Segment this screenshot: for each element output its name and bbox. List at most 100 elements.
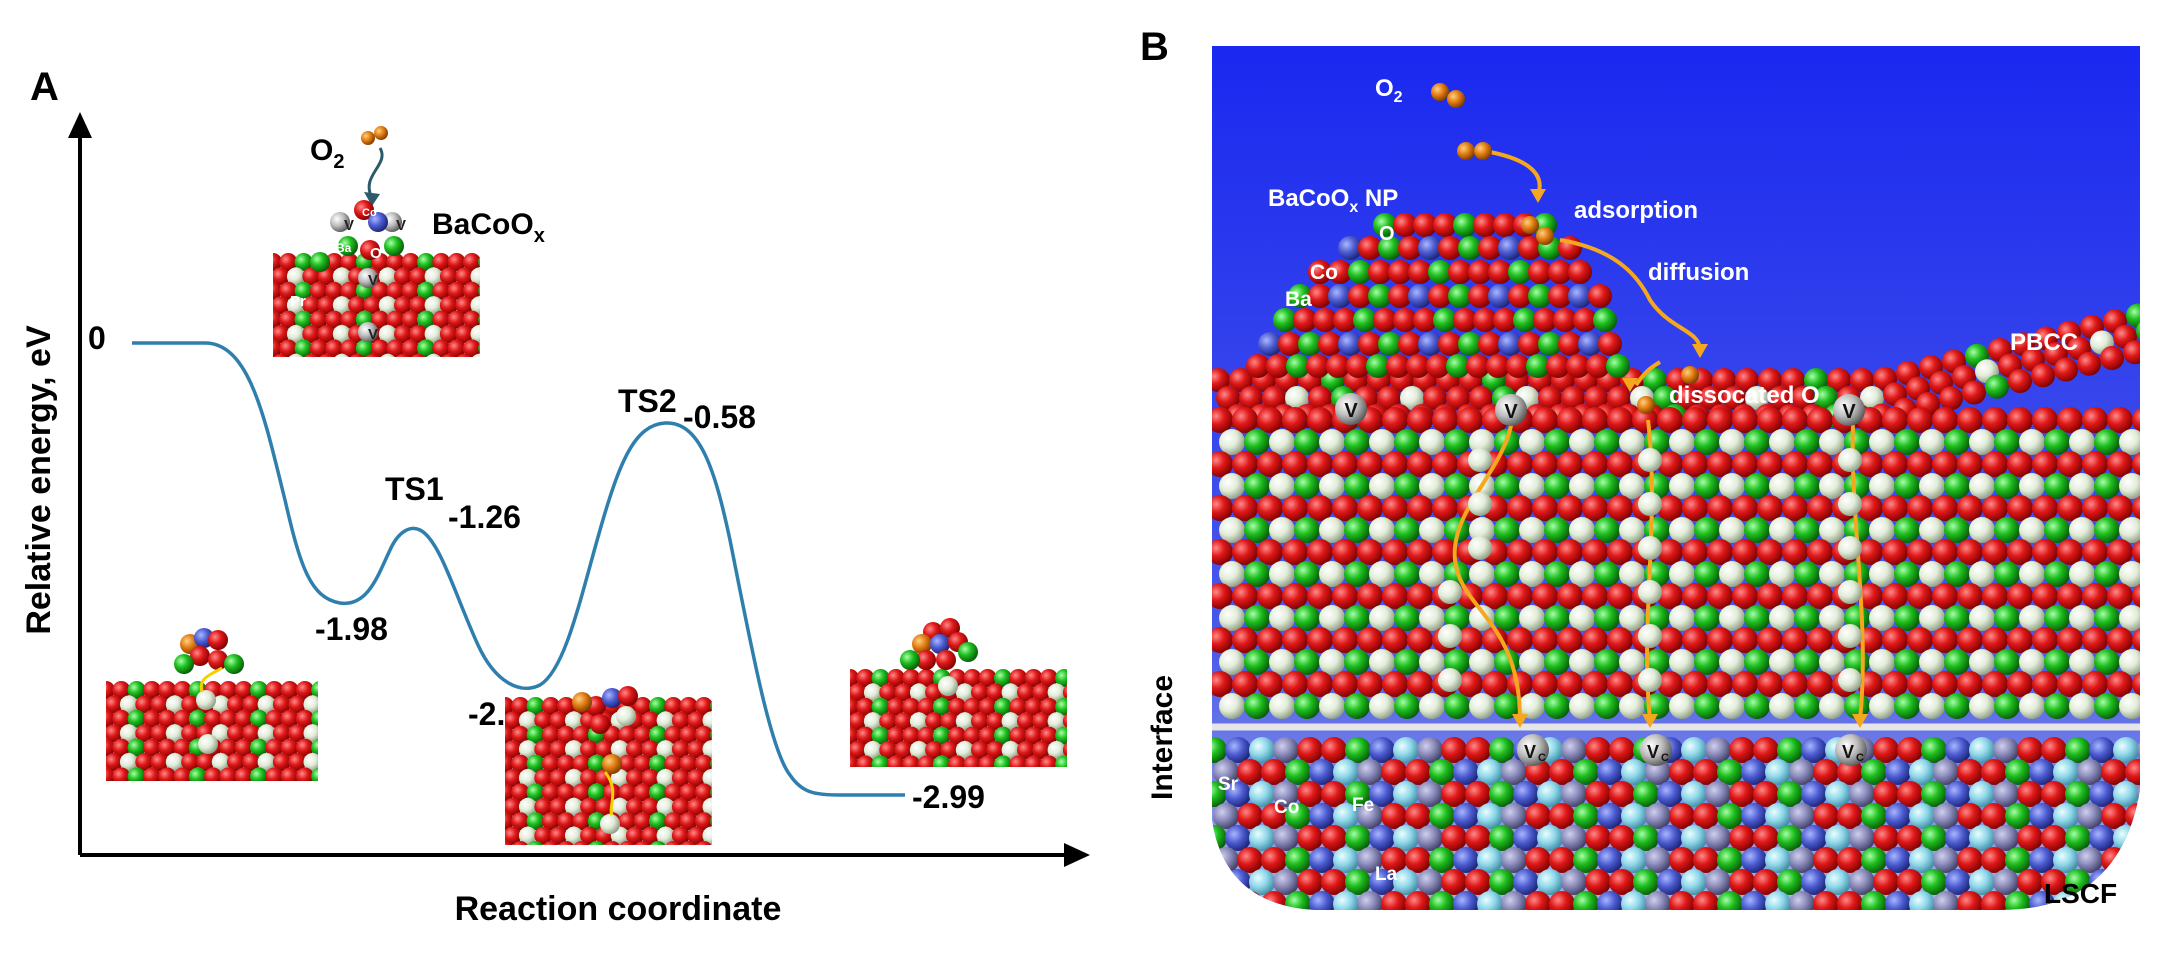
- cobalt-atom: [930, 634, 950, 654]
- cation-atom: [1645, 847, 1671, 873]
- lscf-fe-label: Fe: [1352, 795, 1374, 816]
- oxygen-atom: [1557, 495, 1583, 521]
- cobalt-atom: [2173, 847, 2177, 873]
- barium-atom: [1633, 869, 1659, 895]
- vacancy-site-atom: [2119, 473, 2140, 499]
- cobalt-atom: [1597, 847, 1623, 873]
- barium-atom: [1794, 517, 1820, 543]
- vacancy-site-atom: [955, 683, 974, 702]
- oxygen-atom: [1791, 386, 1815, 410]
- oxygen-atom: [2082, 495, 2108, 521]
- barium-atom: [1921, 781, 1947, 807]
- oxygen-atom: [439, 296, 458, 315]
- bacoox-np-label: BaCoOx NP: [1268, 185, 1398, 216]
- oxygen-atom: [826, 669, 844, 687]
- oxygen-atom: [1232, 539, 1258, 565]
- oxygen-atom: [505, 797, 522, 816]
- oxygen-atom: [455, 296, 474, 315]
- oxygen-atom: [1782, 495, 1808, 521]
- oxygen-atom: [641, 769, 660, 787]
- cation-atom: [1705, 781, 1731, 807]
- o2-molecule-atom: [374, 126, 388, 140]
- oxygen-atom: [1465, 869, 1491, 895]
- barium-atom: [1694, 649, 1720, 675]
- oxygen-atom: [557, 754, 576, 773]
- vacancy-site-atom: [332, 325, 351, 343]
- oxygen-atom: [1732, 451, 1758, 477]
- oxygen-atom: [1957, 847, 1983, 873]
- oxygen-atom: [1308, 260, 1332, 284]
- oxygen-atom: [1707, 539, 1733, 565]
- oxygen-atom: [1333, 308, 1357, 332]
- oxygen-atom: [1549, 891, 1575, 910]
- vacancy-site-atom: [2169, 429, 2177, 455]
- oxygen-atom: [850, 726, 859, 745]
- oxygen-atom: [447, 310, 466, 329]
- vacancy-site-atom: [332, 296, 351, 315]
- oxygen-atom: [2123, 340, 2140, 365]
- energy-label-4: -0.58: [683, 399, 756, 435]
- vacancy-site-atom: [1719, 517, 1745, 543]
- vacancy-site-atom: [1819, 649, 1845, 675]
- oxygen-atom: [557, 812, 576, 831]
- svg-text:V: V: [368, 326, 378, 343]
- vacancy-site-atom: [198, 734, 218, 754]
- vacancy-site-atom: [1638, 624, 1662, 648]
- oxygen-atom: [2132, 583, 2140, 609]
- vacancy-site-atom: [424, 296, 443, 315]
- oxygen-atom: [671, 769, 690, 787]
- oxygen-atom: [1017, 683, 1035, 702]
- cobalt-atom: [2089, 781, 2115, 807]
- barium-atom: [1244, 473, 1270, 499]
- cobalt-atom: [1741, 847, 1767, 873]
- oxygen-atom: [850, 697, 859, 716]
- oxygen-atom: [256, 354, 274, 372]
- cation-atom: [1789, 891, 1815, 910]
- vacancy-site-atom: [1619, 605, 1645, 631]
- vacancy-site-atom: [1860, 386, 1884, 410]
- oxygen-atom: [1465, 737, 1491, 763]
- oxygen-atom: [1897, 737, 1923, 763]
- strontium-atom: [1477, 891, 1503, 910]
- oxygen-atom: [340, 281, 359, 300]
- vacancy-site-atom: [1969, 473, 1995, 499]
- oxygen-atom: [718, 798, 736, 816]
- barium-atom: [1212, 825, 1227, 851]
- vacancy-site-atom: [1669, 561, 1695, 587]
- oxygen-atom: [2057, 539, 2083, 565]
- barium-atom: [250, 709, 268, 728]
- barium-atom: [2149, 847, 2175, 873]
- barium-atom: [2146, 335, 2170, 359]
- oxygen-atom: [1297, 825, 1323, 851]
- oxygen-atom: [135, 695, 154, 714]
- oxygen-atom: [1598, 332, 1622, 356]
- oxygen-atom: [1062, 713, 1067, 729]
- barium-atom: [2094, 649, 2120, 675]
- oxygen-atom: [580, 826, 599, 845]
- strontium-atom: [1537, 825, 1563, 851]
- oxygen-atom: [1982, 583, 2008, 609]
- lscf-layer: [1212, 737, 2177, 910]
- vacancy-site-atom: [1419, 429, 1445, 455]
- oxygen-atom: [1782, 539, 1808, 565]
- barium-atom: [1894, 517, 1920, 543]
- oxygen-atom: [1548, 284, 1572, 308]
- vacancy-site-atom: [600, 814, 620, 834]
- barium-atom: [1294, 693, 1320, 719]
- oxygen-atom: [917, 726, 936, 745]
- oxygen-atom: [1729, 825, 1755, 851]
- oxygen-atom: [394, 325, 412, 343]
- cation-atom: [1789, 847, 1815, 873]
- vacancy-site-atom: [863, 741, 882, 759]
- barium-atom: [1345, 737, 1371, 763]
- barium-atom: [1212, 737, 1227, 763]
- barium-atom: [2144, 605, 2170, 631]
- vacancy-site-atom: [1468, 536, 1492, 560]
- oxygen-atom: [2107, 451, 2133, 477]
- barium-atom: [1694, 693, 1720, 719]
- oxygen-atom: [1707, 671, 1733, 697]
- oxygen-atom: [1813, 759, 1839, 785]
- oxygen-atom: [273, 325, 290, 343]
- oxygen-atom: [1907, 495, 1933, 521]
- barium-atom: [1994, 429, 2020, 455]
